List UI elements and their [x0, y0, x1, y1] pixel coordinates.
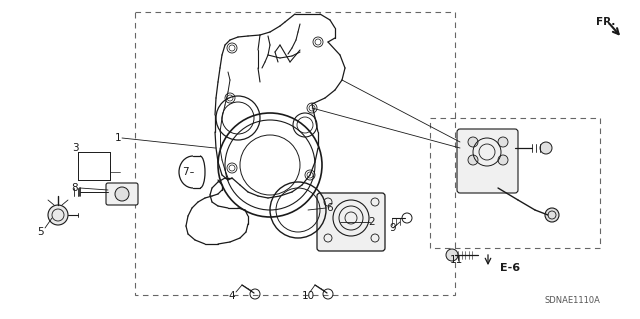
- FancyBboxPatch shape: [457, 129, 518, 193]
- Circle shape: [498, 137, 508, 147]
- Circle shape: [540, 142, 552, 154]
- Text: 5: 5: [36, 227, 44, 237]
- Text: E-6: E-6: [500, 263, 520, 273]
- Bar: [135, 12, 455, 295]
- Circle shape: [468, 155, 478, 165]
- Circle shape: [498, 155, 508, 165]
- Text: 4: 4: [228, 291, 236, 301]
- Circle shape: [48, 205, 68, 225]
- Bar: [430, 118, 600, 248]
- Circle shape: [115, 187, 129, 201]
- Circle shape: [468, 137, 478, 147]
- Circle shape: [545, 208, 559, 222]
- Text: 3: 3: [72, 143, 78, 153]
- Text: 10: 10: [301, 291, 315, 301]
- Text: 1: 1: [115, 133, 122, 143]
- FancyBboxPatch shape: [317, 193, 385, 251]
- Text: 7: 7: [182, 167, 188, 177]
- Text: FR.: FR.: [596, 17, 616, 27]
- Text: 11: 11: [449, 255, 463, 265]
- Text: 8: 8: [72, 183, 78, 193]
- Text: 9: 9: [390, 223, 396, 233]
- FancyBboxPatch shape: [106, 183, 138, 205]
- Circle shape: [446, 249, 458, 261]
- Text: 2: 2: [369, 217, 375, 227]
- Text: 6: 6: [326, 203, 333, 213]
- Text: SDNAE1110A: SDNAE1110A: [544, 296, 600, 305]
